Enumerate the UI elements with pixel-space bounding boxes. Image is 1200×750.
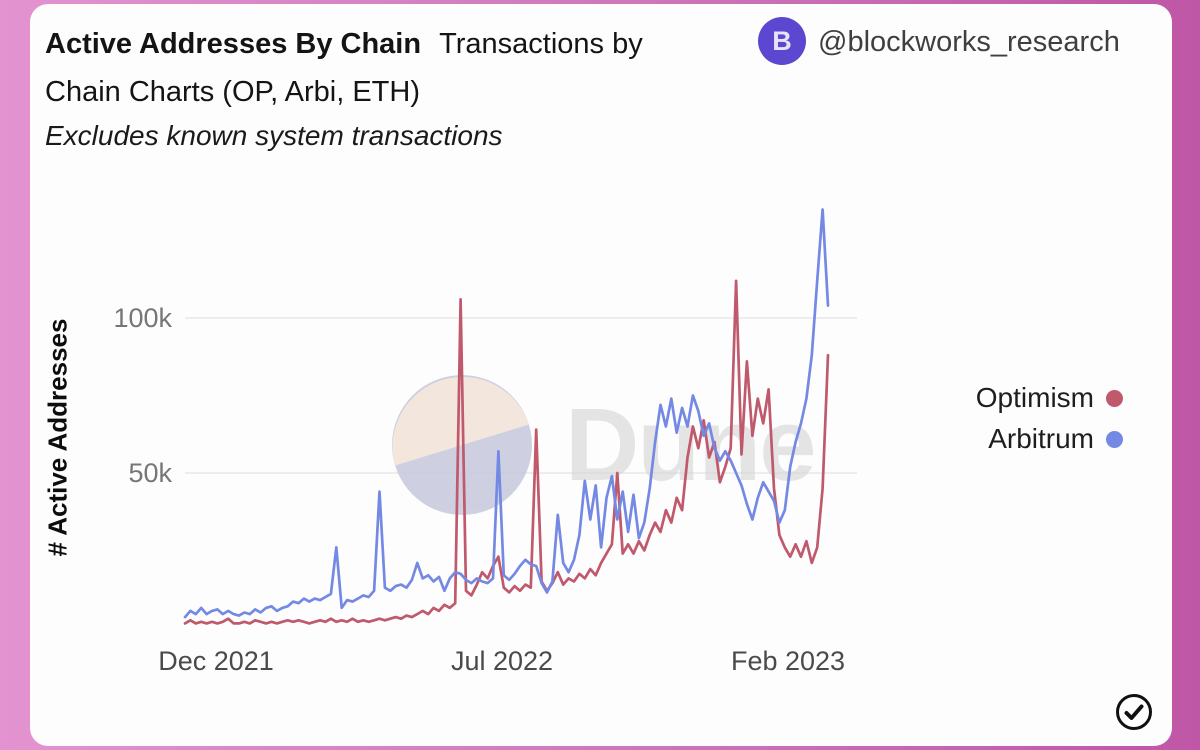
author-handle[interactable]: @blockworks_research — [818, 26, 1120, 58]
y-tick-100k: 100k — [113, 303, 172, 333]
legend-label-optimism: Optimism — [975, 382, 1094, 413]
blockworks-logo-icon: B — [758, 17, 806, 65]
legend-item-arbitrum[interactable]: Arbitrum — [988, 423, 1123, 455]
chart-legend: Optimism Arbitrum — [976, 382, 1123, 455]
legend-dot — [1106, 430, 1123, 448]
legend-label-arbitrum: Arbitrum — [988, 423, 1094, 454]
chart-subtitle: Excludes known system transactions — [45, 120, 503, 151]
dune-watermark: Dune — [392, 375, 817, 515]
y-tick-50k: 50k — [128, 458, 172, 488]
logo-letter: B — [772, 25, 792, 56]
legend-item-optimism[interactable]: Optimism — [976, 382, 1123, 414]
query-title: Transactions by Chain Charts (OP, Arbi, … — [45, 28, 643, 108]
legend-dot — [1106, 389, 1123, 407]
dashboard-card: Active Addresses By Chain Transactions by… — [30, 4, 1172, 746]
card-title: Active Addresses By Chain Transactions by… — [45, 20, 705, 116]
chart-title: Active Addresses By Chain — [45, 28, 422, 60]
check-circle-icon — [1116, 694, 1152, 730]
line-optimism — [183, 279, 830, 625]
x-tick-jul-2022: Jul 2022 — [450, 646, 554, 676]
y-axis-title: # Active Addresses — [42, 318, 73, 557]
verified-check-button[interactable] — [1114, 692, 1154, 732]
x-tick-feb-2023: Feb 2023 — [730, 646, 846, 676]
series-lines — [183, 208, 830, 625]
chart-canvas: Dune — [183, 208, 857, 625]
line-arbitrum — [183, 208, 830, 619]
x-tick-dec-2021: Dec 2021 — [158, 646, 274, 676]
